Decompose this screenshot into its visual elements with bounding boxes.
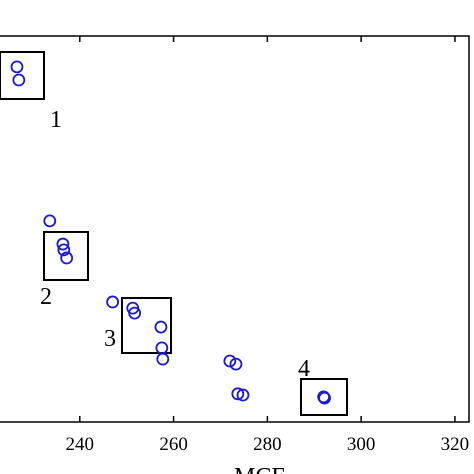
plot-frame [0,35,470,423]
x-tick-label: 300 [347,434,376,455]
x-tick-label: 320 [441,434,470,455]
x-tick-label: 260 [159,434,188,455]
point [43,214,57,228]
x-axis-label: MCE [234,464,286,474]
point [155,341,169,355]
point [56,237,70,251]
point [106,295,120,309]
point [154,320,168,334]
point [229,357,243,371]
point [10,60,24,74]
x-tick-label: 280 [253,434,282,455]
annotation: 3 [104,326,116,352]
point [223,354,237,368]
point [57,243,71,257]
x-tick-label: 240 [66,434,95,455]
annotation-box [43,231,89,281]
point [128,306,142,320]
annotation-box [0,51,45,100]
annotation: 1 [50,107,62,133]
point [156,352,170,366]
point [231,387,245,401]
annotation: 2 [40,284,52,310]
annotation: 4 [298,356,310,382]
point [12,73,26,87]
annotation-box [121,297,172,354]
point [318,391,331,405]
point [60,251,74,265]
annotation-box [300,378,348,416]
point [236,388,250,402]
